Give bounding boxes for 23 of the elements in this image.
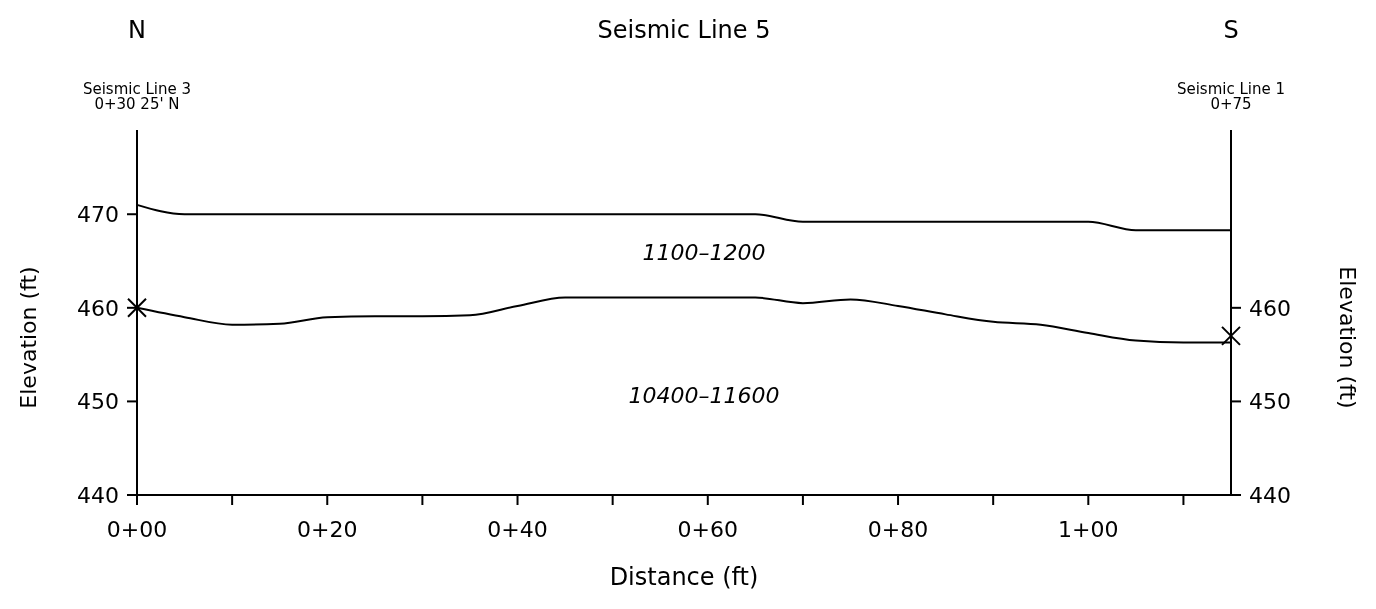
y-axis-title: Elevation (ft) — [16, 266, 41, 409]
x-tick-label: 0+40 — [487, 517, 548, 542]
text: N — [128, 16, 146, 44]
annotation: 10400–11600 — [628, 383, 780, 408]
y2-axis-title: Elevation (ft) — [1335, 266, 1360, 409]
text: Seismic Line 3 0+30 25' N — [82, 80, 192, 113]
text: Seismic Line 1 0+75 — [1176, 80, 1286, 113]
x-axis-title: Distance (ft) — [609, 563, 759, 591]
x-tick-label: 0+00 — [106, 517, 168, 542]
x-tick-label: 0+80 — [867, 517, 929, 542]
chart-title: Seismic Line 5 — [597, 16, 771, 44]
x-tick-label: 0+60 — [677, 517, 738, 542]
y-tick-label: 440 — [77, 482, 119, 508]
y-tick-label: 460 — [77, 295, 119, 321]
x-tick-label: 0+20 — [297, 517, 358, 542]
x-tick-label: 1+00 — [1058, 517, 1119, 542]
y-tick-label: 470 — [77, 201, 119, 227]
y2-tick-label: 450 — [1249, 389, 1291, 415]
annotation: 1100–1200 — [642, 240, 766, 265]
y-tick-label: 450 — [77, 389, 119, 415]
text: S — [1223, 16, 1239, 44]
y2-tick-label: 440 — [1249, 482, 1291, 508]
y2-tick-label: 460 — [1249, 295, 1291, 321]
